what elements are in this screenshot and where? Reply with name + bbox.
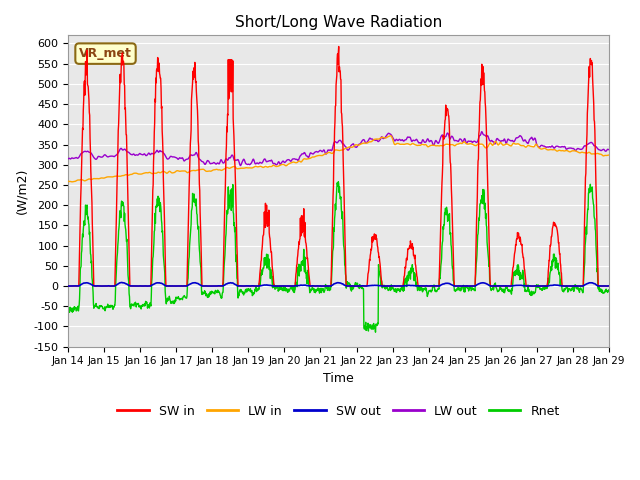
Y-axis label: (W/m2): (W/m2) — [15, 168, 28, 214]
Text: VR_met: VR_met — [79, 47, 132, 60]
Title: Short/Long Wave Radiation: Short/Long Wave Radiation — [235, 15, 442, 30]
X-axis label: Time: Time — [323, 372, 354, 385]
Legend: SW in, LW in, SW out, LW out, Rnet: SW in, LW in, SW out, LW out, Rnet — [113, 400, 564, 423]
